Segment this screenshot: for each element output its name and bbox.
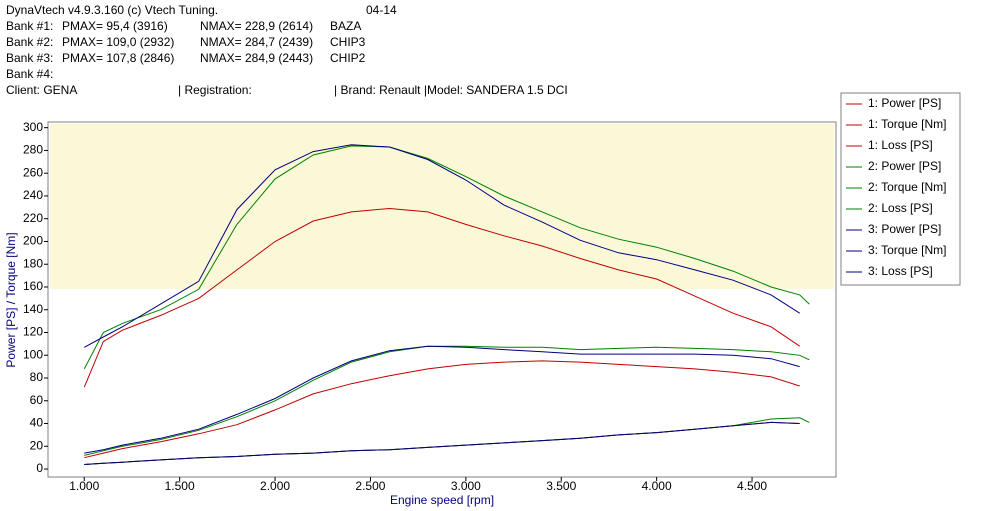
y-tick-label: 140 xyxy=(23,302,43,316)
client: Client: GENA xyxy=(6,83,77,97)
bank-label: Bank #4: xyxy=(6,67,53,81)
series-line xyxy=(83,145,810,370)
y-tick-label: 40 xyxy=(30,416,44,430)
legend xyxy=(840,92,961,286)
bank-label: Bank #2: xyxy=(6,35,53,49)
x-tick-label: 3.000 xyxy=(451,479,481,493)
x-tick-label: 1.000 xyxy=(69,479,99,493)
bank-label: Bank #3: xyxy=(6,51,53,65)
y-tick-label: 0 xyxy=(36,461,43,475)
y-tick-label: 100 xyxy=(23,347,43,361)
legend-label: 1: Loss [PS] xyxy=(868,138,933,152)
y-tick-label: 280 xyxy=(23,143,43,157)
date: 04-14 xyxy=(366,3,397,17)
y-tick-label: 160 xyxy=(23,279,43,293)
y-tick-label: 80 xyxy=(30,370,44,384)
y-axis-label: Power [PS] / Torque [Nm] xyxy=(4,232,18,367)
series-line xyxy=(84,345,810,456)
app-title: DynaVtech v4.9.3.160 (c) Vtech Tuning. xyxy=(6,3,218,17)
legend-label: 1: Power [PS] xyxy=(868,96,941,110)
bank-label: Bank #1: xyxy=(6,19,53,33)
brand: | Brand: Renault |Model: SANDERA 1.5 DCI xyxy=(334,83,568,97)
x-tick-label: 2.000 xyxy=(260,479,290,493)
y-tick-label: 260 xyxy=(23,165,43,179)
bank-pmax: PMAX= 109,0 (2932) xyxy=(62,35,174,49)
bank-name: CHIP3 xyxy=(330,35,366,49)
bank-name: CHIP2 xyxy=(330,51,366,65)
series-line xyxy=(84,421,800,465)
registration: | Registration: xyxy=(178,83,252,97)
y-tick-label: 200 xyxy=(23,234,43,248)
y-tick-label: 240 xyxy=(23,188,43,202)
x-tick-label: 1.500 xyxy=(165,479,195,493)
series-line xyxy=(83,207,800,388)
series-line xyxy=(84,360,800,459)
legend-label: 2: Power [PS] xyxy=(868,159,941,173)
legend-label: 3: Loss [PS] xyxy=(868,264,933,278)
y-tick-label: 120 xyxy=(23,325,43,339)
y-tick-label: 60 xyxy=(30,393,44,407)
y-tick-label: 220 xyxy=(23,211,43,225)
x-axis-label: Engine speed [rpm] xyxy=(390,493,494,507)
legend-label: 2: Loss [PS] xyxy=(868,201,933,215)
y-tick-label: 180 xyxy=(23,256,43,270)
legend-label: 2: Torque [Nm] xyxy=(868,180,946,194)
x-tick-label: 4.000 xyxy=(642,479,672,493)
legend-label: 3: Torque [Nm] xyxy=(868,243,946,257)
bank-pmax: PMAX= 107,8 (2846) xyxy=(62,51,174,65)
series-line xyxy=(84,345,800,454)
legend-label: 3: Power [PS] xyxy=(868,222,941,236)
y-tick-label: 300 xyxy=(23,120,43,134)
bank-pmax: PMAX= 95,4 (3916) xyxy=(62,19,168,33)
bank-nmax: NMAX= 228,9 (2614) xyxy=(200,19,313,33)
watermark-band xyxy=(50,124,834,289)
bank-name: BAZA xyxy=(330,19,361,33)
bank-nmax: NMAX= 284,7 (2439) xyxy=(200,35,313,49)
x-tick-label: 3.500 xyxy=(546,479,576,493)
legend-label: 1: Torque [Nm] xyxy=(868,117,946,131)
series-line xyxy=(84,144,800,348)
y-tick-label: 20 xyxy=(30,438,44,452)
bank-nmax: NMAX= 284,9 (2443) xyxy=(200,51,313,65)
x-tick-label: 2.500 xyxy=(355,479,385,493)
x-tick-label: 4.500 xyxy=(737,479,767,493)
